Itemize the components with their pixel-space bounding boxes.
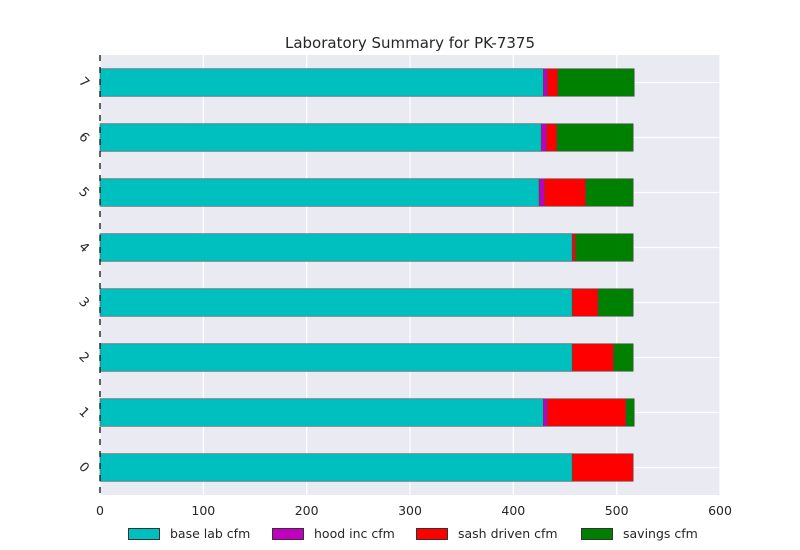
bar-segment bbox=[540, 123, 547, 152]
bar-segment bbox=[99, 123, 542, 152]
bar-segment bbox=[556, 123, 634, 152]
bar-segment bbox=[571, 233, 576, 262]
bar-segment bbox=[99, 398, 544, 427]
legend-swatch bbox=[128, 527, 160, 540]
legend-swatch bbox=[581, 527, 613, 540]
legend-label: sash driven cfm bbox=[458, 526, 558, 541]
legend-item: sash driven cfm bbox=[416, 526, 558, 541]
y-tick-label: 3 bbox=[75, 295, 91, 311]
bar-segment bbox=[575, 233, 634, 262]
bar-segment bbox=[547, 398, 627, 427]
x-tick-label: 200 bbox=[295, 503, 319, 518]
bar-segment bbox=[542, 398, 548, 427]
bar-segment bbox=[547, 68, 559, 97]
y-tick-label: 4 bbox=[75, 240, 91, 256]
bar-segment bbox=[571, 343, 614, 372]
legend-item: hood inc cfm bbox=[272, 526, 395, 541]
chart-title: Laboratory Summary for PK-7375 bbox=[285, 34, 535, 52]
bar-segment bbox=[546, 123, 558, 152]
y-tick-label: 2 bbox=[75, 350, 91, 366]
bar-segment bbox=[538, 178, 545, 207]
x-tick-label: 0 bbox=[96, 503, 104, 518]
legend-swatch bbox=[272, 527, 304, 540]
bar-segment bbox=[571, 453, 634, 482]
bar-segment bbox=[99, 288, 573, 317]
bar-segment bbox=[99, 343, 573, 372]
bar-segment bbox=[625, 398, 635, 427]
x-tick-label: 300 bbox=[398, 503, 422, 518]
legend-item: savings cfm bbox=[581, 526, 698, 541]
legend-label: savings cfm bbox=[623, 526, 698, 541]
bar-segment bbox=[571, 288, 599, 317]
bar-segment bbox=[99, 233, 573, 262]
x-tick-label: 500 bbox=[605, 503, 629, 518]
y-tick-label: 6 bbox=[75, 130, 91, 146]
bar-segment bbox=[613, 343, 634, 372]
bar-segment bbox=[99, 68, 544, 97]
bar-segment bbox=[597, 288, 634, 317]
x-tick-label: 100 bbox=[191, 503, 215, 518]
bar-segment bbox=[585, 178, 634, 207]
y-tick-label: 7 bbox=[75, 75, 91, 91]
bars bbox=[99, 68, 635, 482]
legend-swatch bbox=[416, 527, 448, 540]
legend-label: base lab cfm bbox=[170, 526, 251, 541]
bar-segment bbox=[99, 453, 573, 482]
bar-segment bbox=[544, 178, 586, 207]
bar-segment bbox=[542, 68, 548, 97]
bar-segment bbox=[557, 68, 635, 97]
x-tick-label: 400 bbox=[501, 503, 525, 518]
legend-label: hood inc cfm bbox=[314, 526, 395, 541]
y-tick-label: 0 bbox=[75, 460, 91, 476]
x-tick-label: 600 bbox=[708, 503, 732, 518]
legend-item: base lab cfm bbox=[128, 526, 250, 541]
legend: base lab cfm hood inc cfm sash driven cfm s… bbox=[0, 526, 800, 548]
y-tick-label: 1 bbox=[75, 405, 91, 421]
bar-segment bbox=[99, 178, 540, 207]
y-tick-label: 5 bbox=[75, 185, 91, 201]
